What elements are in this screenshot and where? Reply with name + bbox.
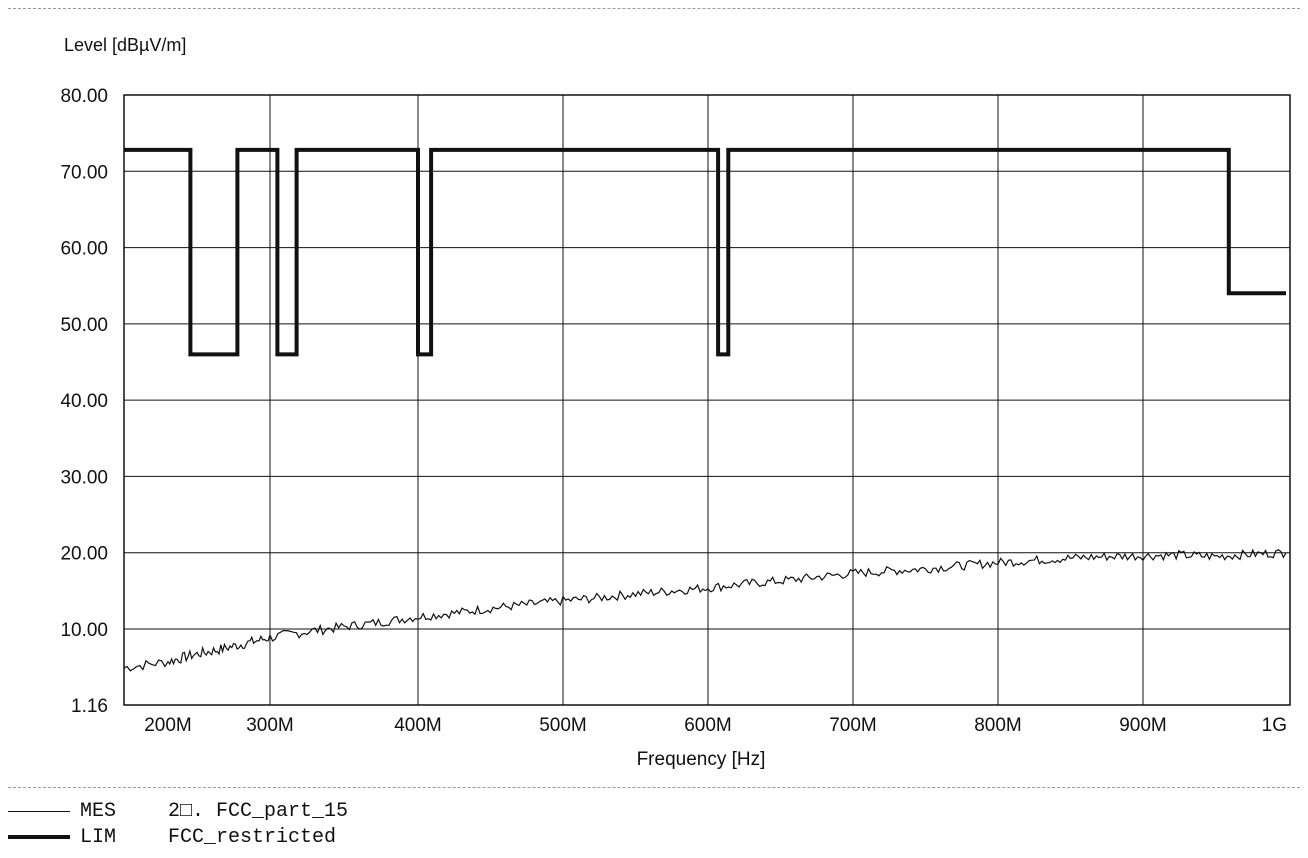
- legend-code-lim: LIM: [80, 825, 117, 849]
- x-tick-label: 300M: [246, 715, 294, 736]
- legend-separator: [8, 787, 1300, 788]
- x-tick-label: 200M: [144, 715, 192, 736]
- y-tick-label: 60.00: [60, 239, 108, 260]
- y-axis-label: Level [dBµV/m]: [64, 35, 187, 55]
- emission-chart: 1.16 10.00 20.00 30.00 40.00 50.00 60.00 70.00 8…: [60, 86, 1291, 770]
- y-tick-label: 80.00: [60, 86, 108, 107]
- legend-swatch-mes: [8, 810, 70, 812]
- y-tick-label: 1.16: [71, 696, 108, 717]
- top-frame-line: [8, 8, 1300, 9]
- legend-text-lim: FCC_restricted: [168, 825, 337, 849]
- series-line-mes: [123, 548, 1287, 672]
- legend-code-mes: MES: [80, 799, 117, 823]
- y-tick-label: 20.00: [60, 544, 108, 565]
- legend: MES 2□. FCC_part_15 LIM FCC_restricted: [8, 798, 348, 850]
- legend-item-lim: LIM FCC_restricted: [8, 824, 348, 850]
- y-tick-label: 40.00: [60, 391, 108, 412]
- x-tick-label: 900M: [1119, 715, 1167, 736]
- legend-swatch-lim: [8, 835, 70, 839]
- y-tick-label: 30.00: [60, 467, 108, 488]
- legend-text-mes: 2□. FCC_part_15: [168, 799, 349, 823]
- x-tick-label: 800M: [974, 715, 1022, 736]
- y-tick-label: 70.00: [60, 162, 108, 183]
- x-tick-label: 600M: [684, 715, 732, 736]
- legend-item-mes: MES 2□. FCC_part_15: [8, 798, 348, 824]
- x-tick-label: 700M: [829, 715, 877, 736]
- plot-frame: [123, 94, 1291, 706]
- x-tick-label: 400M: [394, 715, 442, 736]
- y-tick-label: 10.00: [60, 620, 108, 641]
- series-line-lim: [124, 147, 1286, 357]
- x-tick-label: 1G: [1262, 715, 1287, 736]
- x-axis-label: Frequency [Hz]: [637, 749, 766, 770]
- x-tick-label: 500M: [539, 715, 587, 736]
- y-tick-label: 50.00: [60, 315, 108, 336]
